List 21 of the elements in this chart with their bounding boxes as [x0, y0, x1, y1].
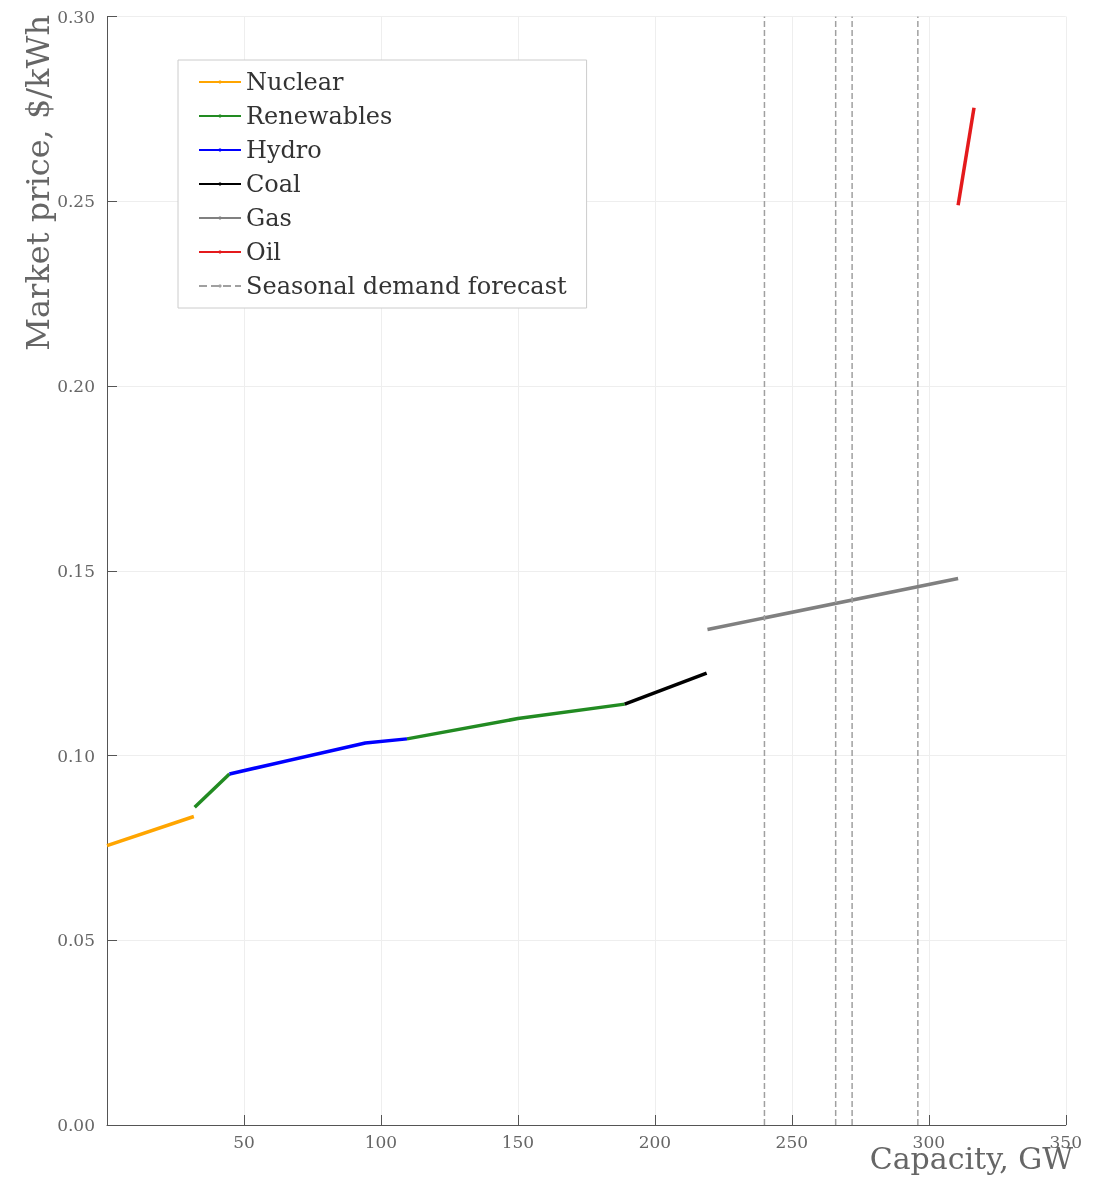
x-tick-label: 200 [638, 1131, 672, 1152]
x-tick-label: 300 [912, 1131, 946, 1152]
legend-label: Seasonal demand forecast [246, 272, 567, 300]
y-tick-label: 0.00 [57, 1115, 95, 1135]
legend-label: Renewables [246, 102, 393, 130]
y-tick-label: 0.30 [57, 6, 95, 27]
legend-label: Gas [246, 204, 292, 232]
legend-label: Coal [246, 170, 301, 198]
y-tick-label: 0.05 [57, 930, 95, 951]
x-tick-label: 50 [233, 1131, 255, 1152]
y-axis-title: Market price, $/kWh [19, 15, 57, 351]
legend-label: Nuclear [246, 68, 345, 96]
y-tick-label: 0.15 [57, 560, 95, 581]
y-tick-label: 0.10 [57, 745, 95, 766]
x-tick-label: 150 [501, 1131, 535, 1152]
legend-label: Oil [246, 238, 282, 266]
x-tick-label: 250 [775, 1131, 809, 1152]
y-tick-label: 0.20 [57, 376, 95, 396]
legend-label: Hydro [246, 136, 322, 164]
y-tick-label: 0.25 [57, 191, 95, 212]
x-tick-label: 100 [364, 1131, 398, 1152]
